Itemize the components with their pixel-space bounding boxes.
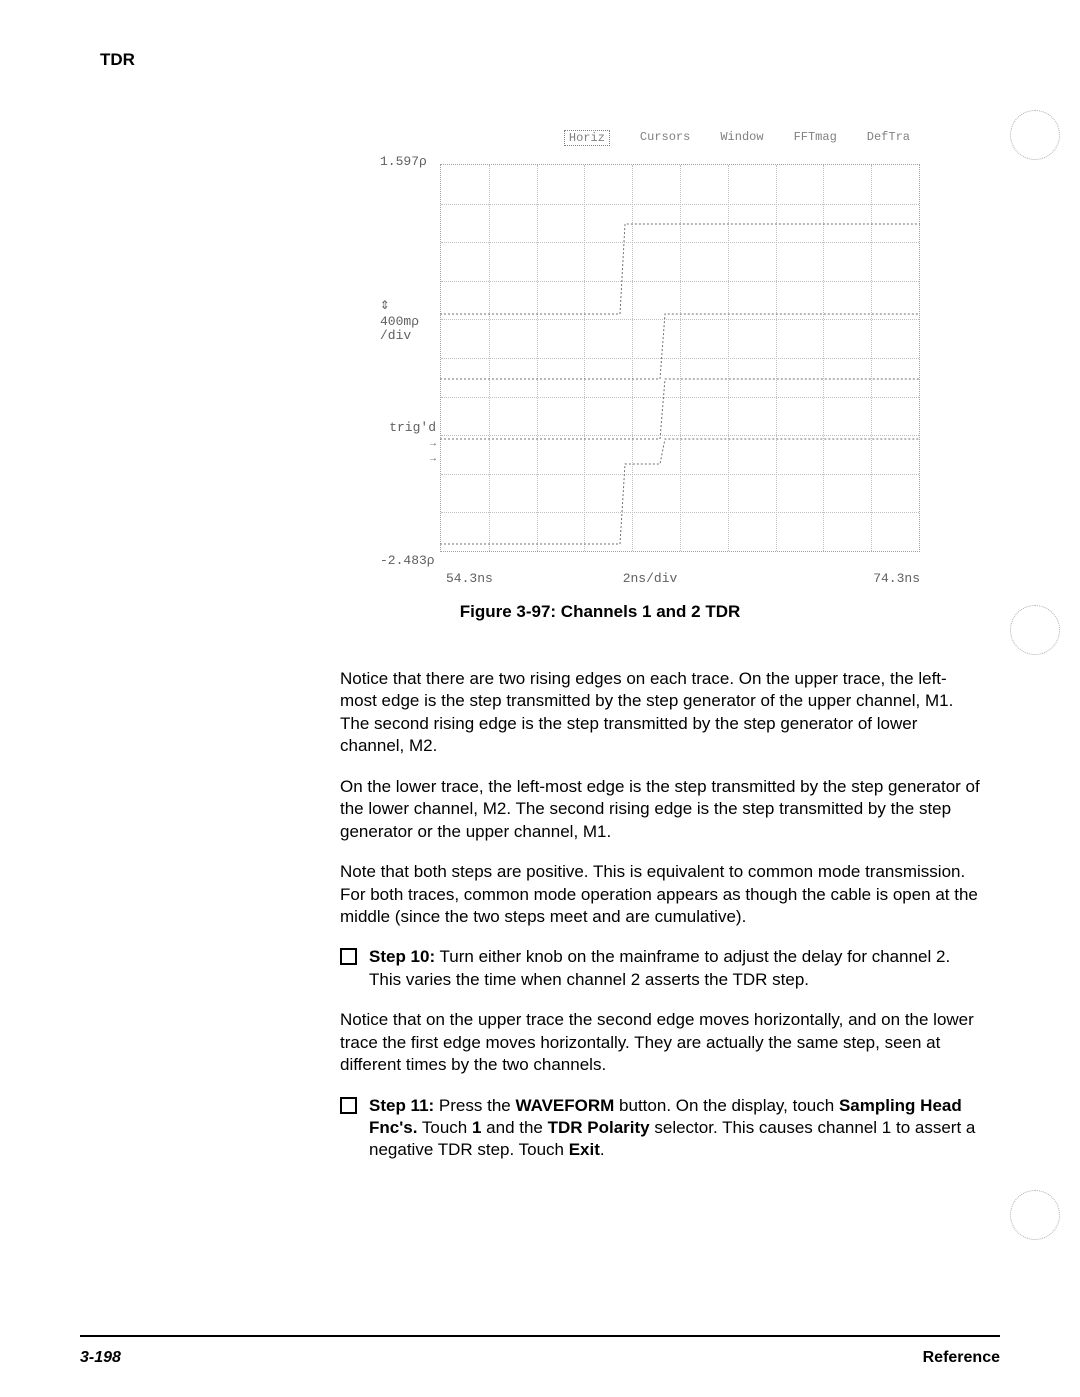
menu-cursors: Cursors [640, 130, 690, 146]
figure-caption: Figure 3-97: Channels 1 and 2 TDR [200, 602, 1000, 622]
x-axis-scale: 2ns/div [623, 571, 678, 586]
menu-horiz: Horiz [564, 130, 610, 146]
paragraph-2: On the lower trace, the left-most edge i… [340, 776, 980, 843]
y-trigger-label: trig'd → → [380, 420, 436, 465]
step-10-body: Turn either knob on the mainframe to adj… [369, 947, 950, 988]
checkbox-icon [340, 1097, 357, 1114]
y-scale-unit: /div [380, 328, 411, 343]
step-10: Step 10: Turn either knob on the mainfra… [340, 946, 980, 991]
step-10-label: Step 10: [369, 947, 435, 966]
menu-fftmag: FFTmag [794, 130, 837, 146]
y-scale-value: 400mρ [380, 314, 419, 329]
scope-menu-bar: Horiz Cursors Window FFTmag DefTra [380, 130, 920, 146]
menu-deftra: DefTra [867, 130, 910, 146]
page-footer: 3-198 Reference [80, 1349, 1000, 1367]
binder-hole-icon [1010, 1190, 1060, 1240]
scope-plot: 1.597ρ ⇕ 400mρ /div trig'd → → -2.483ρ 5… [380, 152, 920, 572]
step-11-text: Step 11: Press the WAVEFORM button. On t… [369, 1095, 980, 1162]
y-axis-scale: ⇕ 400mρ /div [380, 297, 419, 343]
oscilloscope-figure: Horiz Cursors Window FFTmag DefTra [380, 130, 920, 572]
section-name: Reference [923, 1349, 1000, 1367]
scope-traces [440, 164, 920, 552]
step-11-label: Step 11: [369, 1096, 434, 1115]
page-number: 3-198 [80, 1349, 121, 1367]
paragraph-1: Notice that there are two rising edges o… [340, 668, 980, 758]
body-text: Notice that there are two rising edges o… [340, 668, 980, 1162]
binder-hole-icon [1010, 110, 1060, 160]
y-axis-top: 1.597ρ [380, 154, 427, 169]
paragraph-3: Note that both steps are positive. This … [340, 861, 980, 928]
checkbox-icon [340, 948, 357, 965]
step-11: Step 11: Press the WAVEFORM button. On t… [340, 1095, 980, 1162]
binder-hole-icon [1010, 605, 1060, 655]
paragraph-4: Notice that on the upper trace the secon… [340, 1009, 980, 1076]
page-header: TDR [100, 50, 1000, 70]
menu-window: Window [720, 130, 763, 146]
x-axis-right: 74.3ns [873, 571, 920, 586]
step-10-text: Step 10: Turn either knob on the mainfra… [369, 946, 980, 991]
y-axis-bottom: -2.483ρ [380, 553, 435, 568]
x-axis-left: 54.3ns [446, 571, 493, 586]
footer-rule [80, 1335, 1000, 1337]
